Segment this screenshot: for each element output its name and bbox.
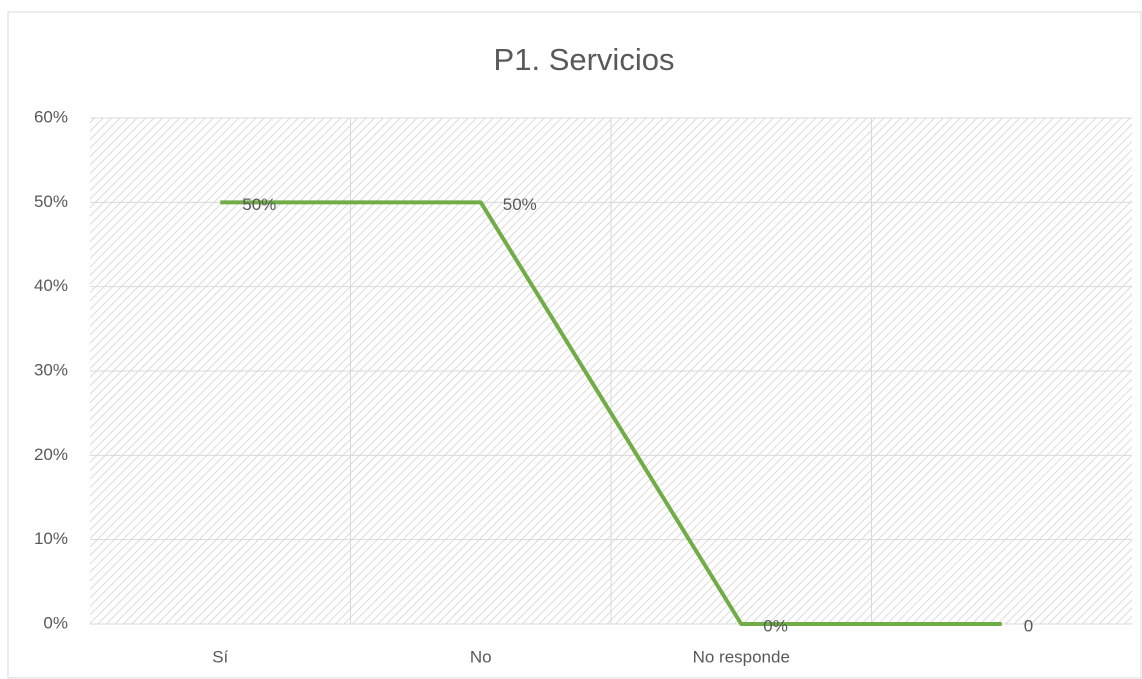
x-tick-label: No responde: [693, 647, 790, 666]
data-label: 50%: [242, 195, 276, 214]
x-tick-label: Sí: [212, 647, 228, 666]
y-tick-label: 0%: [43, 613, 68, 632]
x-tick-label: No: [470, 647, 492, 666]
line-series: [220, 200, 1002, 626]
data-label: 0: [1024, 616, 1033, 635]
y-tick-label: 50%: [34, 192, 68, 211]
y-tick-label: 10%: [34, 529, 68, 548]
y-tick-label: 20%: [34, 445, 68, 464]
data-label: 50%: [503, 195, 537, 214]
y-tick-label: 40%: [34, 276, 68, 295]
y-tick-label: 30%: [34, 360, 68, 379]
chart-title: P1. Servicios: [494, 42, 675, 77]
y-tick-label: 60%: [34, 107, 68, 126]
data-label: 0%: [763, 616, 788, 635]
